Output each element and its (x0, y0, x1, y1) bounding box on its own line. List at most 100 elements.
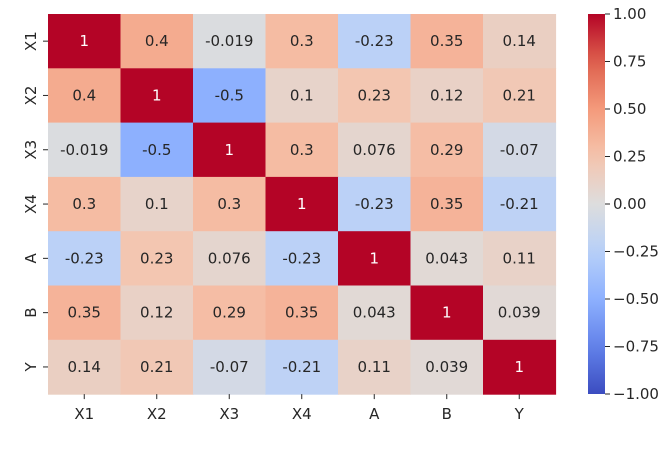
cell-value-label: 0.35 (285, 304, 318, 322)
heatmap-cell-X2-Y (483, 68, 557, 124)
y-tick-label: B (22, 308, 40, 318)
colorbar-tick-label: −1.00 (613, 385, 659, 403)
heatmap-cell-A-Y (483, 231, 557, 287)
heatmap-cell-X2-X4 (265, 68, 339, 124)
heatmap-cell-X3-B (410, 122, 484, 178)
heatmap-cell-X1-B (410, 14, 484, 69)
y-tick-label: Y (22, 362, 40, 373)
cell-value-label: 0.3 (217, 195, 241, 213)
cell-value-label: 0.076 (208, 249, 251, 267)
heatmap-cell-X2-X2 (120, 68, 194, 124)
cell-value-label: 0.21 (140, 358, 173, 376)
colorbar-tick-label: −0.50 (613, 290, 659, 308)
heatmap-cell-A-X4 (265, 231, 339, 287)
cell-value-label: 1 (297, 195, 307, 213)
heatmap-cell-X4-Y (483, 176, 557, 232)
cell-value-label: 0.23 (358, 86, 391, 104)
y-tick-label: X3 (22, 140, 40, 160)
colorbar-tick-label: 0.50 (613, 100, 646, 118)
heatmap-cell-B-X1 (48, 285, 122, 341)
heatmap-cell-X2-X1 (48, 68, 122, 124)
heatmap-cell-A-A (338, 231, 412, 287)
colorbar: 1.00 0.75 0.50 0.25 0.00 −0.25 −0.50 −0.75 −1.00 (588, 5, 659, 403)
heatmap-cell-X1-X3 (193, 14, 267, 69)
heatmap-cell-B-B (410, 285, 484, 341)
x-tick-label: X3 (219, 405, 239, 423)
heatmap-cell-Y-Y (483, 339, 557, 395)
y-tick-label: A (22, 252, 40, 263)
heatmap-cell-X4-X1 (48, 176, 122, 232)
cell-value-label: 0.11 (503, 249, 536, 267)
heatmap-cell-X3-Y (483, 122, 557, 178)
y-axis: X1 X2 X3 X4 A B Y (22, 31, 48, 373)
cell-value-label: 0.1 (145, 195, 169, 213)
heatmap-cell-B-X2 (120, 285, 194, 341)
heatmap-cell-Y-X1 (48, 339, 122, 395)
x-tick-label: X1 (74, 405, 94, 423)
cell-value-label: -0.019 (205, 32, 253, 50)
cell-value-label: -0.21 (500, 195, 539, 213)
heatmap-cell-X2-X3 (193, 68, 267, 124)
cell-value-label: -0.019 (60, 141, 108, 159)
cell-value-label: -0.23 (65, 249, 104, 267)
cell-value-label: 0.1 (290, 86, 314, 104)
heatmap-cell-A-B (410, 231, 484, 287)
cell-value-label: -0.21 (282, 358, 321, 376)
heatmap-cell-A-X3 (193, 231, 267, 287)
heatmap-cell-X3-X1 (48, 122, 122, 178)
heatmap-cell-B-X4 (265, 285, 339, 341)
cell-value-label: 1 (152, 86, 162, 104)
heatmap-cell-Y-A (338, 339, 412, 395)
cell-value-label: 0.076 (353, 141, 396, 159)
heatmap-cell-Y-X4 (265, 339, 339, 395)
cell-value-label: 0.3 (290, 32, 314, 50)
heatmap-cell-X3-X2 (120, 122, 194, 178)
heatmap-cell-X2-B (410, 68, 484, 124)
heatmap-cell-X3-X3 (193, 122, 267, 178)
cell-value-label: 0.043 (353, 304, 396, 322)
heatmap-cell-B-X3 (193, 285, 267, 341)
colorbar-tick-label: −0.75 (613, 338, 659, 356)
cell-value-label: 0.29 (213, 304, 246, 322)
heatmap-cell-B-A (338, 285, 412, 341)
y-tick-label: X1 (22, 31, 40, 51)
heatmap-cell-X4-X3 (193, 176, 267, 232)
y-tick-label: X2 (22, 86, 40, 106)
heatmap-cell-X1-Y (483, 14, 557, 69)
cell-value-label: 0.043 (425, 249, 468, 267)
cell-value-label: 0.14 (68, 358, 101, 376)
heatmap-cell-Y-B (410, 339, 484, 395)
cell-value-label: 0.12 (430, 86, 463, 104)
cell-value-label: 0.29 (430, 141, 463, 159)
heatmap-cell-X3-A (338, 122, 412, 178)
colorbar-tick-label: 0.00 (613, 195, 646, 213)
cell-value-label: 0.039 (498, 304, 541, 322)
cell-value-label: -0.23 (355, 195, 394, 213)
colorbar-tick-label: 1.00 (613, 5, 646, 23)
heatmap-cell-X4-B (410, 176, 484, 232)
cell-value-label: 0.3 (72, 195, 96, 213)
heatmap-cell-X1-X2 (120, 14, 194, 69)
cell-value-label: 0.23 (140, 249, 173, 267)
cell-value-label: 0.35 (430, 195, 463, 213)
cell-value-label: -0.07 (210, 358, 249, 376)
colorbar-tick-label: 0.75 (613, 53, 646, 71)
heatmap-cells: 1 0.4 -0.019 0.3 -0.23 0.35 0.14 0.4 1 -0.5 0.1 0.2… (48, 14, 557, 395)
cell-value-label: -0.23 (282, 249, 321, 267)
cell-value-label: -0.07 (500, 141, 539, 159)
cell-value-label: 1 (442, 304, 452, 322)
heatmap-cell-X1-A (338, 14, 412, 69)
heatmap-cell-A-X2 (120, 231, 194, 287)
cell-value-label: 1 (514, 358, 524, 376)
cell-value-label: 0.14 (503, 32, 536, 50)
heatmap-cell-X4-X4 (265, 176, 339, 232)
colorbar-tick-label: −0.25 (613, 243, 659, 261)
cell-value-label: -0.5 (142, 141, 171, 159)
x-tick-label: Y (514, 405, 525, 423)
cell-value-label: 0.3 (290, 141, 314, 159)
cell-value-label: 1 (224, 141, 234, 159)
cell-value-label: 0.35 (430, 32, 463, 50)
cell-value-label: 0.039 (425, 358, 468, 376)
cell-value-label: -0.23 (355, 32, 394, 50)
